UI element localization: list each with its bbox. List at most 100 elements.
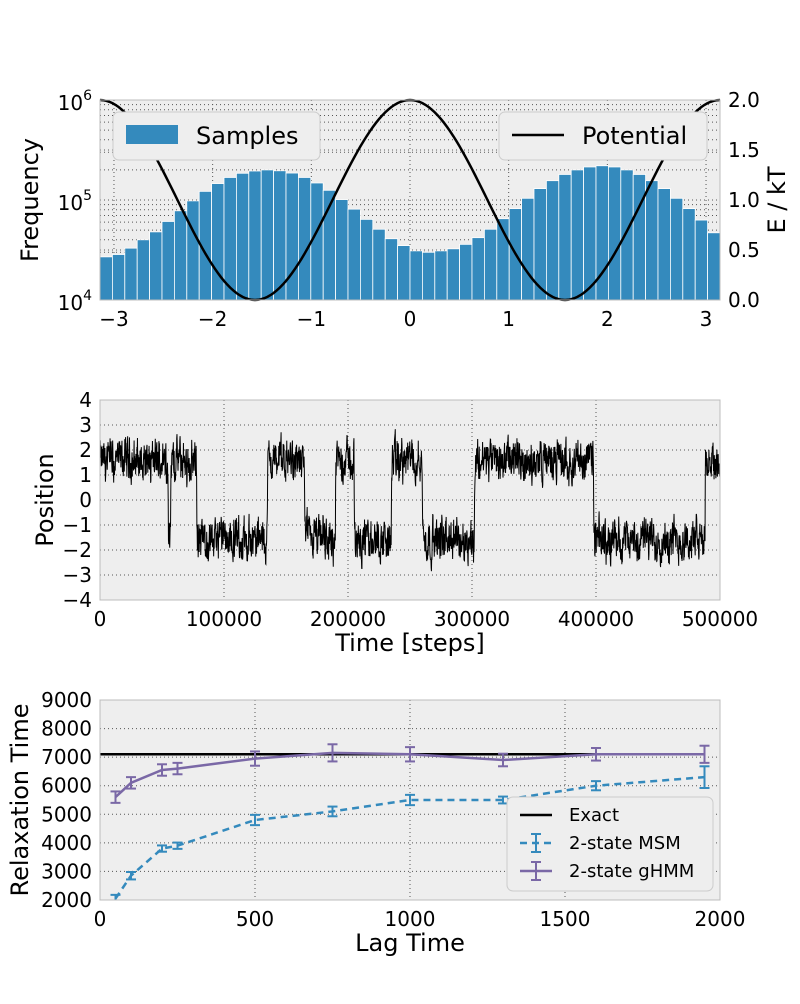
- trajectory-y-tick-label: −4: [63, 588, 92, 612]
- histogram-bar: [570, 169, 585, 301]
- histogram-bar: [285, 172, 299, 301]
- relaxation-x-tick-label: 0: [94, 907, 107, 931]
- relaxation-y-tick-label: 7000: [41, 745, 92, 769]
- trajectory-x-tick-label: 200000: [310, 607, 386, 631]
- trajectory-y-tick-label: 3: [79, 413, 92, 437]
- error-bar: [699, 744, 710, 764]
- histogram-bar: [173, 210, 188, 301]
- histogram-x-tick-label: 1: [502, 307, 515, 331]
- relaxation-x-tick-label: 2000: [695, 907, 746, 931]
- histogram-bar: [707, 232, 721, 301]
- error-bar: [250, 813, 260, 827]
- histogram-bar: [434, 250, 448, 301]
- histogram-bar: [483, 228, 498, 301]
- histogram-bar: [161, 221, 175, 301]
- energy-y-label: E / kT: [763, 166, 791, 233]
- potential-legend-label: Potential: [582, 122, 687, 150]
- histogram-bar: [186, 200, 200, 301]
- histogram-bar: [670, 197, 684, 301]
- histogram-bars: [99, 165, 721, 301]
- error-bar: [498, 795, 508, 805]
- error-bar: [327, 743, 338, 763]
- trajectory-y-tick-label: 4: [79, 388, 92, 412]
- histogram-bar: [211, 183, 225, 301]
- histogram-bar: [682, 208, 696, 301]
- histogram-y-tick-label: 106: [58, 88, 92, 115]
- relaxation-legend-label: 2-state gHMM: [569, 861, 694, 882]
- trajectory-y-label: Position: [31, 453, 59, 546]
- histogram-bar: [347, 208, 361, 301]
- histogram-bar: [694, 219, 709, 301]
- trajectory-x-tick-label: 300000: [434, 607, 510, 631]
- histogram-bar: [608, 166, 622, 301]
- histogram-y-label: Frequency: [16, 138, 44, 262]
- histogram-bar: [446, 248, 461, 301]
- error-bar: [498, 752, 508, 768]
- trajectory-x-tick-label: 100000: [186, 607, 262, 631]
- energy-y-tick-label: 1.5: [728, 138, 760, 162]
- histogram-bar: [372, 228, 386, 301]
- relaxation-legend-label: Exact: [569, 805, 619, 826]
- histogram-bar: [421, 251, 436, 301]
- histogram-x-tick-label: −3: [99, 307, 128, 331]
- histogram-bar: [335, 199, 349, 301]
- histogram-bar: [136, 239, 150, 301]
- relaxation-legend: Exact 2-state MSM 2-state gHMM: [506, 796, 714, 892]
- histogram-bar: [632, 174, 647, 301]
- histogram-bar: [471, 237, 485, 301]
- error-bar: [250, 750, 260, 767]
- histogram-y-tick-label: 104: [58, 288, 92, 315]
- error-bar: [699, 765, 710, 789]
- error-bar: [591, 780, 601, 792]
- relaxation-x-tick-label: 500: [236, 907, 274, 931]
- histogram-bar: [521, 197, 535, 301]
- trajectory-y-tick-label: 0: [79, 488, 92, 512]
- histogram-x-ticks: −3 −2 −1 0 1 2 3: [99, 307, 712, 331]
- relaxation-x-tick-label: 1500: [540, 907, 591, 931]
- trajectory-y-tick-label: 1: [79, 463, 92, 487]
- error-bar: [172, 841, 183, 850]
- trajectory-x-ticks: 0 100000 200000 300000 400000 500000: [94, 607, 759, 631]
- error-bar: [405, 793, 415, 807]
- histogram-bar: [409, 250, 423, 301]
- error-bar: [110, 893, 121, 900]
- histogram-frame: [99, 99, 721, 301]
- histogram-bar: [248, 170, 262, 301]
- error-bar: [591, 747, 601, 762]
- error-bar: [327, 805, 338, 818]
- msm-line: [114, 775, 705, 900]
- histogram-bar: [297, 177, 312, 301]
- histogram-bar: [397, 245, 411, 301]
- histogram-x-tick-label: 2: [601, 307, 614, 331]
- histogram-bar: [359, 218, 374, 301]
- relaxation-series: [100, 743, 710, 900]
- samples-legend-label: Samples: [196, 122, 299, 150]
- relaxation-legend-item: 2-state MSM: [520, 833, 681, 854]
- ghmm-line: [114, 751, 705, 799]
- relaxation-y-ticks: 2000 3000 4000 5000 6000 7000 8000 9000: [41, 688, 92, 912]
- relaxation-frame: [99, 699, 721, 901]
- relaxation-y-label: Relaxation Time: [6, 704, 34, 897]
- histogram-bar: [273, 170, 287, 301]
- trajectory-frame: [99, 399, 721, 601]
- relaxation-x-tick-label: 1000: [385, 907, 436, 931]
- histogram-x-tick-label: −1: [297, 307, 326, 331]
- histogram-bar: [657, 188, 671, 301]
- histogram-bar: [149, 231, 163, 301]
- energy-y-ticks: 0.0 0.5 1.0 1.5 2.0: [728, 88, 760, 312]
- histogram-bar: [112, 254, 126, 301]
- relaxation-y-tick-label: 5000: [41, 802, 92, 826]
- trajectory-y-tick-label: −2: [63, 538, 92, 562]
- relaxation-y-tick-label: 8000: [41, 717, 92, 741]
- histogram-bar: [384, 238, 399, 301]
- trajectory-y-tick-label: −1: [63, 513, 92, 537]
- trajectory-x-tick-label: 500000: [682, 607, 758, 631]
- error-bar: [110, 790, 121, 804]
- relaxation-y-tick-label: 3000: [41, 859, 92, 883]
- error-bar: [126, 871, 136, 881]
- energy-y-tick-label: 0.5: [728, 238, 760, 262]
- histogram-x-tick-label: 0: [404, 307, 417, 331]
- histogram-bar: [583, 166, 597, 301]
- trajectory-y-tick-label: 2: [79, 438, 92, 462]
- histogram-bar: [235, 172, 250, 301]
